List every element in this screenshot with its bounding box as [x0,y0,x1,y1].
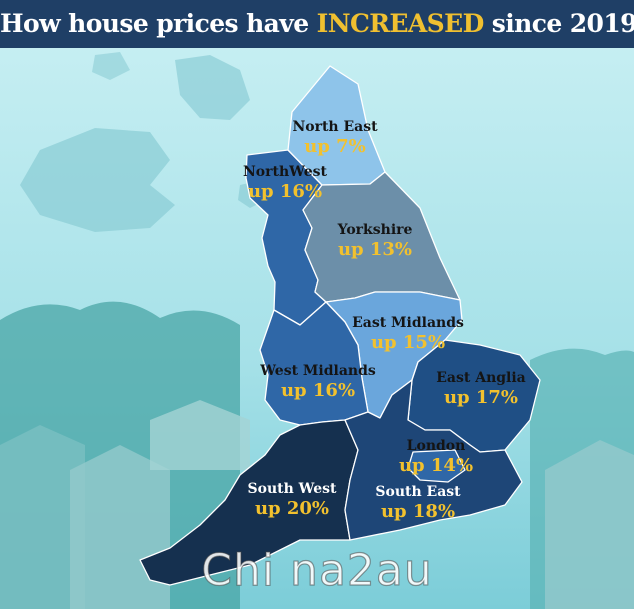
region-change: up 16% [247,181,323,202]
region-change: up 15% [370,332,446,353]
title-part-2: since 2019 [483,9,634,38]
label-east-midlands: East Midlands up 15% [352,315,464,353]
house-right-1 [545,440,634,609]
region-name: NorthWest [243,164,327,180]
label-london: London up 14% [399,438,473,476]
region-name: East Anglia [436,370,526,386]
region-change: up 16% [280,380,356,401]
region-change: up 14% [398,455,474,476]
island-silhouette [92,52,130,80]
label-west-midlands: West Midlands up 16% [260,363,376,401]
region-name: South West [247,481,337,497]
region-change: up 17% [443,387,519,408]
label-north-east: North East up 7% [292,119,377,157]
label-south-west: South West up 20% [248,481,337,519]
region-name: North East [292,119,378,135]
label-yorkshire: Yorkshire up 13% [338,222,413,260]
title-highlight: INCREASED [316,9,485,38]
house-left-1 [0,425,85,609]
watermark: Chi na2au [201,544,433,596]
label-north-west: NorthWest up 16% [243,164,327,202]
house-left-3 [150,400,250,470]
region-change: up 18% [380,501,456,522]
region-name: West Midlands [260,363,376,379]
region-london[interactable] [407,449,466,483]
title-part-1: How house prices have [0,9,317,38]
region-name: South East [375,484,461,500]
england-region-map [0,48,634,609]
region-name: Yorkshire [337,222,413,238]
title-bar [0,0,634,48]
region-change: up 7% [304,136,366,157]
region-change: up 20% [254,498,330,519]
label-east-anglia: East Anglia up 17% [436,370,526,408]
ireland-silhouette [20,128,175,232]
label-south-east: South East up 18% [375,484,460,522]
region-name: East Midlands [352,315,464,331]
region-change: up 13% [337,239,413,260]
region-name: London [406,438,466,454]
page-title: How house prices have INCREASED since 20… [0,0,634,48]
scotland-silhouette [175,55,250,120]
